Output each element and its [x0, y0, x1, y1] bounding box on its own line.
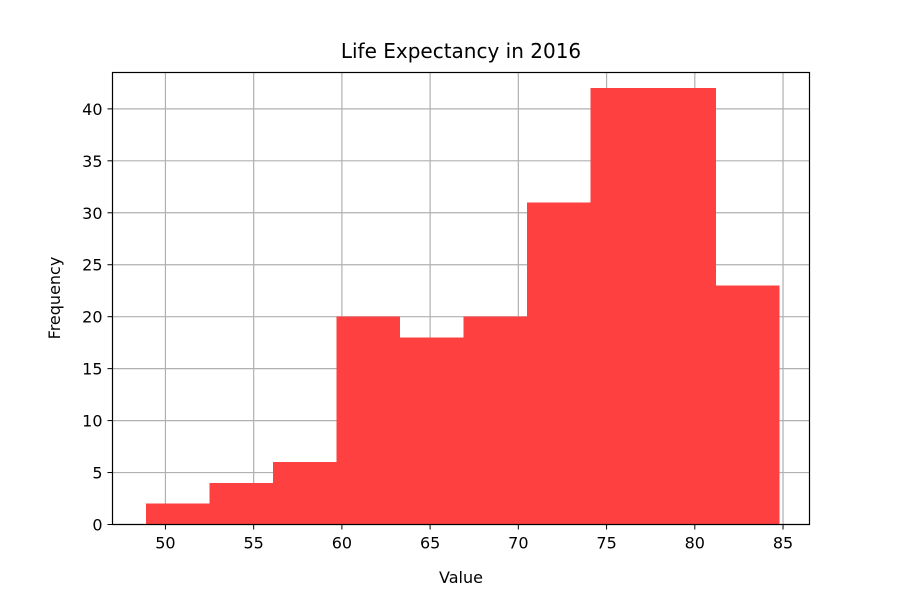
histogram-bar	[146, 503, 210, 525]
histogram-bar	[463, 316, 528, 525]
histogram-bar	[654, 88, 716, 525]
y-axis-label: Frequency	[45, 257, 64, 340]
chart-title: Life Expectancy in 2016	[341, 39, 581, 63]
plot-frame	[111, 71, 811, 526]
x-tick-label: 75	[596, 534, 616, 553]
y-axis-ticks: 0 5 10 15 20 25 30 35 40	[82, 100, 113, 535]
x-tick-label: 60	[332, 534, 352, 553]
y-tick-label: 5	[92, 464, 102, 483]
y-tick-label: 40	[82, 100, 102, 119]
histogram-bar	[336, 316, 401, 525]
x-tick-label: 65	[420, 534, 440, 553]
histogram-bars	[146, 88, 780, 525]
x-tick-label: 55	[243, 534, 263, 553]
histogram-bar	[400, 337, 464, 525]
y-tick-label: 10	[82, 412, 102, 431]
y-tick-label: 30	[82, 204, 102, 223]
x-axis-label: Value	[439, 568, 483, 587]
x-tick-label: 80	[685, 534, 705, 553]
histogram-bar	[715, 285, 780, 525]
y-tick-label: 25	[82, 256, 102, 275]
x-tick-label: 50	[155, 534, 175, 553]
x-tick-label: 70	[508, 534, 528, 553]
histogram-bar	[273, 462, 337, 525]
x-axis-ticks: 50 55 60 65 70 75 80 85	[155, 524, 793, 553]
histogram-bar	[209, 482, 274, 525]
y-tick-label: 20	[82, 308, 102, 327]
y-tick-label: 35	[82, 152, 102, 171]
x-tick-label: 85	[773, 534, 793, 553]
histogram-bar	[527, 202, 591, 525]
y-tick-label: 15	[82, 360, 102, 379]
y-tick-label: 0	[92, 516, 102, 535]
histogram-bar	[590, 88, 655, 525]
